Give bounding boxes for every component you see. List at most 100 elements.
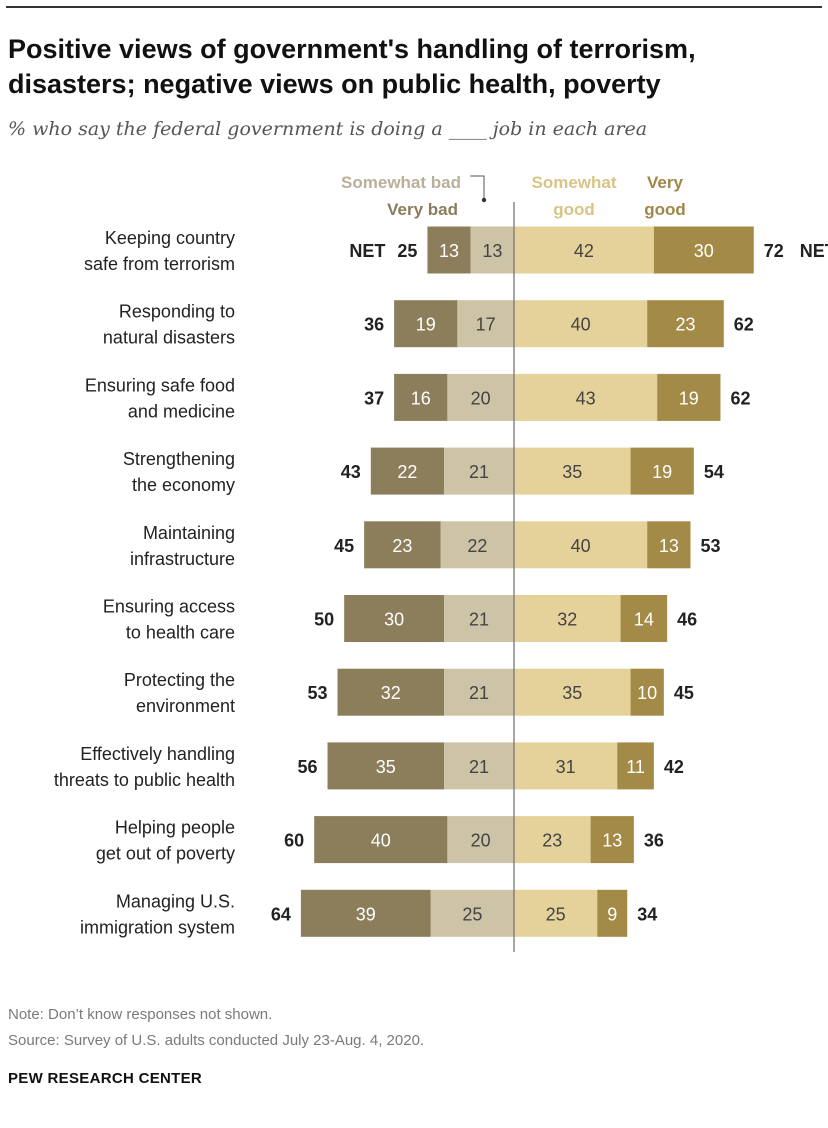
category-label-line1: Protecting the — [124, 670, 235, 690]
bar-very-good — [647, 521, 691, 569]
bar-somewhat-bad — [430, 889, 514, 937]
net-good-value: 46 — [677, 610, 697, 630]
category-label-line2: threats to public health — [54, 770, 235, 790]
bar-very-good — [653, 226, 754, 274]
chart-subtitle: % who say the federal government is doin… — [8, 118, 648, 140]
category-label-line2: the economy — [132, 475, 235, 495]
value-label-somewhat-bad: 21 — [469, 462, 489, 482]
value-label-somewhat-good: 40 — [571, 315, 591, 335]
value-label-somewhat-good: 35 — [562, 683, 582, 703]
bar-somewhat-bad — [444, 742, 514, 790]
bar-somewhat-bad — [444, 668, 514, 716]
bar-somewhat-bad — [447, 373, 514, 421]
net-label-left: NET — [349, 241, 385, 261]
legend-somewhat-good-line1: Somewhat — [531, 173, 616, 192]
category-label-line2: natural disasters — [103, 328, 235, 348]
bar-very-good — [647, 300, 724, 348]
bar-very-good — [620, 595, 668, 642]
bar-very-good — [590, 816, 634, 864]
value-label-very-good: 19 — [652, 462, 672, 482]
value-label-somewhat-good: 42 — [574, 241, 594, 261]
category-label-line2: and medicine — [128, 401, 235, 421]
bar-somewhat-good — [514, 447, 631, 495]
bar-somewhat-good — [514, 816, 591, 864]
bar-very-bad — [364, 521, 441, 569]
value-label-somewhat-bad: 13 — [482, 241, 502, 261]
bar-somewhat-good — [514, 889, 598, 937]
value-label-somewhat-bad: 17 — [476, 315, 496, 335]
bar-somewhat-bad — [444, 447, 514, 495]
net-bad-value: 37 — [364, 388, 384, 408]
bar-somewhat-bad — [447, 816, 514, 864]
bar-very-bad — [394, 300, 458, 348]
bar-somewhat-bad — [444, 595, 514, 642]
bar-very-bad — [337, 668, 445, 716]
diverging-bar-chart: Somewhat bad Very bad Somewhat good Very good… — [54, 173, 828, 952]
bar-very-bad — [427, 226, 471, 274]
bar-very-bad — [344, 595, 445, 642]
bar-somewhat-good — [514, 373, 658, 421]
net-good-value: 54 — [704, 462, 724, 482]
value-label-somewhat-good: 25 — [546, 904, 566, 924]
value-label-very-bad: 16 — [411, 388, 431, 408]
value-label-somewhat-bad: 21 — [469, 683, 489, 703]
net-bad-value: 43 — [341, 462, 361, 482]
bar-somewhat-bad — [440, 521, 514, 569]
net-bad-value: 64 — [271, 904, 291, 924]
bar-somewhat-good — [514, 300, 648, 348]
brand-label: PEW RESEARCH CENTER — [8, 1070, 203, 1087]
legend-leader-dot — [481, 197, 487, 203]
bar-very-bad — [370, 447, 445, 495]
net-good-value: 62 — [734, 315, 754, 335]
value-label-very-bad: 40 — [371, 831, 391, 851]
value-label-very-good: 9 — [607, 904, 617, 924]
value-label-somewhat-bad: 25 — [462, 904, 482, 924]
value-label-very-good: 13 — [659, 536, 679, 556]
category-label-line2: to health care — [126, 623, 235, 643]
net-good-value: 34 — [637, 904, 657, 924]
net-label-right: NET — [800, 241, 828, 261]
legend-very-bad: Very bad — [387, 200, 458, 219]
bar-very-good — [597, 889, 628, 937]
bar-somewhat-good — [514, 226, 654, 274]
value-label-very-good: 14 — [634, 610, 654, 630]
net-good-value: 53 — [700, 536, 720, 556]
legend-leader-line — [470, 175, 485, 198]
category-label-line2: get out of poverty — [96, 844, 235, 864]
legend-very-good-line2: good — [644, 200, 686, 219]
value-label-somewhat-good: 31 — [556, 757, 576, 777]
value-label-very-bad: 23 — [392, 536, 412, 556]
bar-very-good — [630, 447, 694, 495]
bar-very-good — [657, 373, 721, 421]
category-label-line1: Effectively handling — [80, 744, 235, 764]
net-bad-value: 50 — [314, 610, 334, 630]
bar-somewhat-bad — [457, 300, 514, 348]
value-label-very-good: 13 — [602, 831, 622, 851]
value-label-very-bad: 32 — [381, 683, 401, 703]
net-bad-value: 53 — [307, 683, 327, 703]
value-label-somewhat-bad: 20 — [471, 831, 491, 851]
bar-very-bad — [327, 742, 445, 790]
net-good-value: 42 — [664, 757, 684, 777]
legend-very-good-line1: Very — [647, 173, 683, 192]
bar-somewhat-bad — [470, 226, 514, 274]
bar-very-bad — [314, 816, 448, 864]
category-label-line1: Ensuring safe food — [85, 375, 235, 395]
category-label-line1: Strengthening — [123, 449, 235, 469]
value-label-somewhat-bad: 22 — [467, 536, 487, 556]
value-label-very-bad: 35 — [376, 757, 396, 777]
category-label-line2: safe from terrorism — [84, 254, 235, 274]
value-label-somewhat-bad: 21 — [469, 757, 489, 777]
category-label-line1: Responding to — [119, 302, 235, 322]
bar-somewhat-good — [514, 521, 648, 569]
value-label-very-bad: 39 — [356, 904, 376, 924]
category-label-line2: environment — [136, 696, 235, 716]
category-label-line1: Ensuring access — [103, 597, 235, 617]
value-label-very-good: 23 — [675, 315, 695, 335]
legend-somewhat-good-line2: good — [553, 200, 595, 219]
net-bad-value: 45 — [334, 536, 354, 556]
net-good-value: 45 — [674, 683, 694, 703]
value-label-very-good: 11 — [626, 757, 645, 777]
category-label-line1: Keeping country — [105, 228, 235, 248]
category-label-line1: Helping people — [115, 818, 235, 838]
